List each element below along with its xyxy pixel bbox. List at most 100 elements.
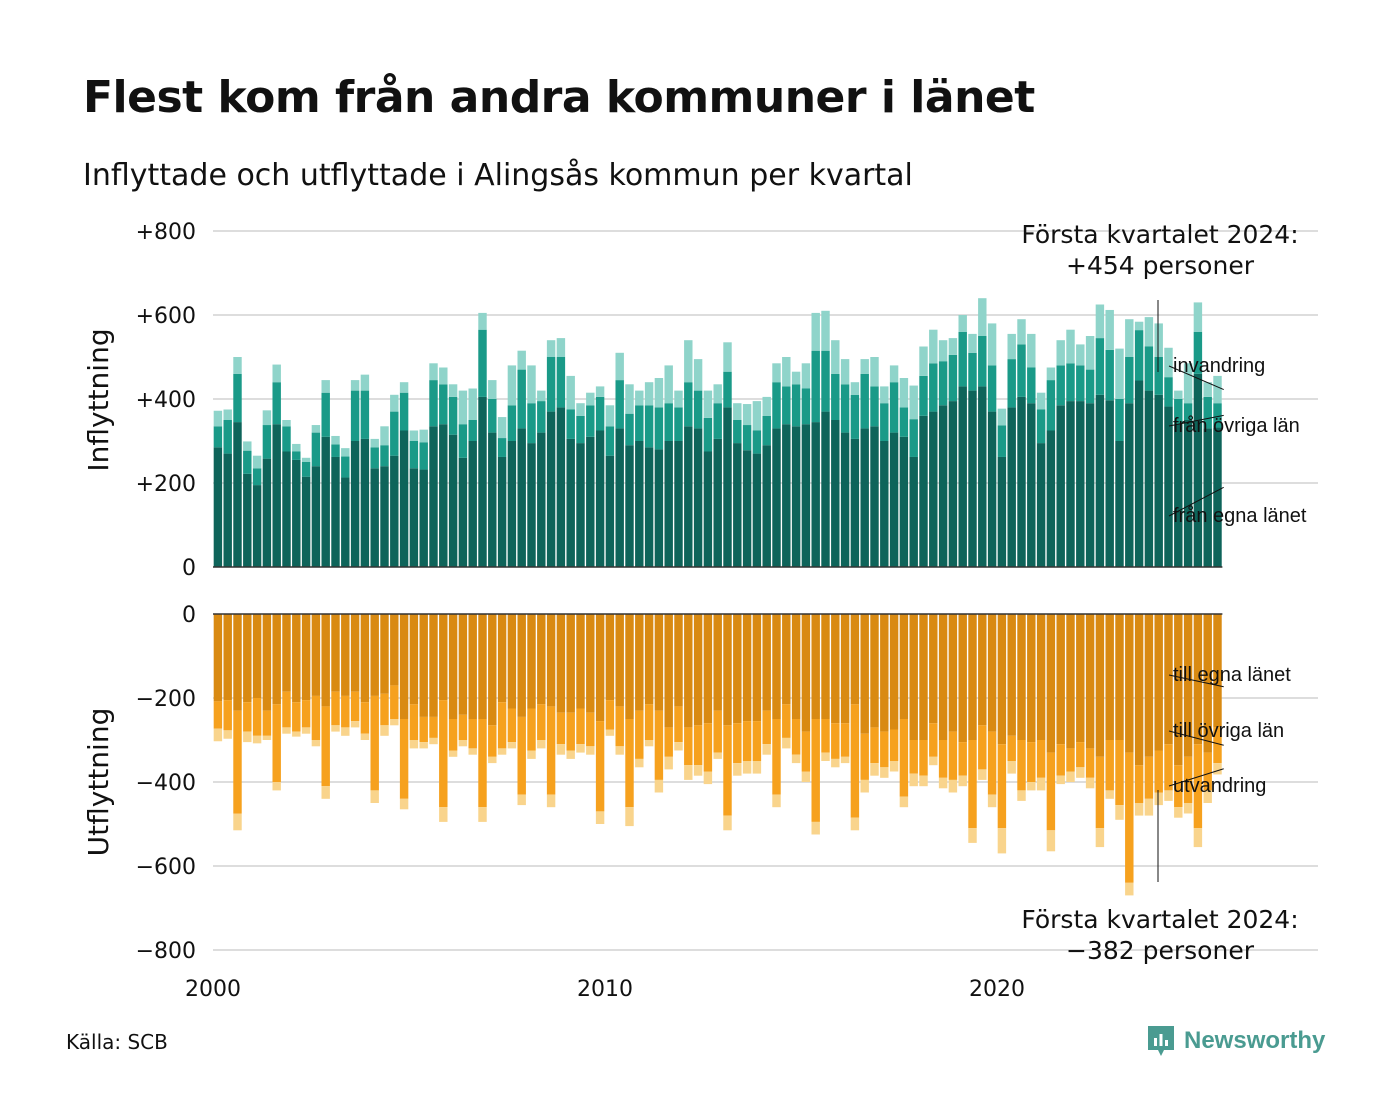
inflow-bar-segment (1213, 403, 1222, 428)
inflow-bar-segment (1056, 365, 1065, 406)
inflow-bar-segment (880, 386, 889, 404)
inflow-bar-segment (546, 340, 556, 357)
outflow-bar-segment (537, 740, 546, 749)
inflow-bar-segment (850, 438, 860, 567)
outflow-bar-segment (321, 706, 330, 787)
inflow-bar-segment (733, 443, 742, 567)
inflow-bar-segment (448, 434, 458, 567)
inflow-bar-segment (1007, 333, 1016, 360)
inflow-bar-segment (1183, 403, 1193, 420)
inflow-bar-segment (811, 312, 820, 351)
brand-name: Newsworthy (1184, 1027, 1326, 1054)
inflow-bar-segment (889, 365, 899, 383)
outflow-bar-segment (1105, 740, 1114, 791)
outflow-bar-segment (1036, 777, 1046, 791)
series-label: från övriga län (1173, 415, 1300, 437)
outflow-bar-segment (625, 719, 634, 808)
inflow-bar-segment (341, 456, 350, 478)
outflow-bar-segment (1046, 830, 1056, 852)
inflow-bar-segment (311, 466, 321, 567)
inflow-bar-segment (556, 407, 566, 567)
outflow-bar-segment (390, 685, 399, 719)
inflow-bar-segment (840, 384, 850, 433)
inflow-bar-segment (1036, 409, 1046, 444)
inflow-bar-segment (1095, 304, 1105, 339)
outflow-bar-segment (703, 771, 713, 785)
outflow-bar-segment (390, 614, 399, 686)
outflow-bar-segment (399, 614, 409, 719)
outflow-bar-segment (762, 614, 771, 711)
inflow-bar-segment (1076, 365, 1085, 402)
inflow-bar-segment (311, 425, 321, 433)
inflow-bar-segment (997, 456, 1007, 567)
outflow-bar-segment (546, 794, 556, 808)
inflow-bar-segment (1105, 400, 1114, 567)
outflow-bar-segment (1017, 740, 1026, 791)
inflow-bar-segment (497, 456, 507, 567)
inflow-bar-segment (380, 466, 389, 567)
outflow-bar-segment (1164, 744, 1173, 791)
inflow-bar-segment (929, 329, 938, 364)
outflow-bar-segment (870, 763, 879, 776)
outflow-bar-segment (772, 794, 781, 808)
outflow-bar-segment (1095, 614, 1105, 757)
outflow-bar-segment (468, 614, 477, 719)
outflow-bar-segment (1164, 790, 1173, 801)
outflow-bar-segment (399, 719, 409, 799)
outflow-bar-segment (419, 614, 428, 717)
brand-logo[interactable]: Newsworthy (1146, 1024, 1325, 1058)
outflow-bar-segment (880, 731, 889, 768)
inflow-bar-segment (1066, 401, 1075, 567)
inflow-bar-segment (595, 396, 605, 431)
outflow-bar-segment (311, 740, 321, 747)
source-note: Källa: SCB (66, 1030, 168, 1054)
outflow-bar-segment (693, 614, 703, 726)
outflow-bar-segment (1027, 614, 1036, 743)
outflow-bar-segment (1183, 803, 1193, 814)
inflow-bar-segment (262, 458, 272, 567)
inflow-bar-segment (889, 432, 899, 567)
outflow-bar-segment (811, 719, 820, 822)
inflow-bar-segment (488, 399, 497, 433)
inflow-bar-segment (1154, 323, 1163, 357)
outflow-bar-segment (595, 811, 605, 824)
y-tick-label: −200 (136, 687, 196, 712)
outflow-bar-segment (1174, 807, 1183, 818)
inflow-bar-segment (684, 426, 693, 567)
outflow-bar-segment (1183, 614, 1193, 757)
inflow-bar-segment (899, 378, 909, 408)
outflow-bar-segment (1036, 740, 1046, 778)
outflow-bar-segment (556, 712, 566, 745)
outflow-bar-segment (497, 702, 507, 749)
outflow-bar-segment (899, 796, 909, 808)
outflow-bar-segment (439, 614, 448, 701)
inflow-bar-segment (409, 468, 419, 567)
bottom-annotation-line-1: Första kvartalet 2024: (1021, 905, 1298, 934)
inflow-bar-segment (889, 382, 899, 433)
x-axis-ticks: 2000 2010 2020 (185, 977, 1025, 1002)
inflow-bar-segment (703, 417, 713, 452)
outflow-bar-segment (1017, 790, 1026, 801)
outflow-bar-segment (497, 614, 507, 703)
outflow-bar-segment (409, 704, 419, 740)
outflow-bar-segment (223, 614, 232, 701)
inflow-bar-segment (1154, 357, 1163, 395)
outflow-bar-segment (576, 614, 585, 709)
outflow-bar-segment (301, 727, 311, 734)
outflow-bar-segment (968, 614, 977, 740)
inflow-bar-segment (909, 456, 918, 567)
inflow-bar-segment (870, 357, 879, 387)
outflow-bar-segment (1154, 750, 1163, 793)
inflow-bar-segment (292, 443, 301, 452)
inflow-bar-segment (468, 441, 477, 567)
outflow-bar-segment (223, 730, 232, 739)
outflow-bar-segment (1046, 614, 1056, 753)
outflow-bar-segment (478, 719, 487, 808)
outflow-bar-segment (772, 719, 781, 795)
inflow-bar-segment (674, 441, 683, 567)
series-label: från egna länet (1173, 505, 1307, 527)
inflow-bar-segment (292, 451, 301, 460)
inflow-bar-segment (595, 386, 605, 397)
inflow-bar-segment (1036, 392, 1046, 410)
inflow-bar-segment (958, 386, 967, 567)
